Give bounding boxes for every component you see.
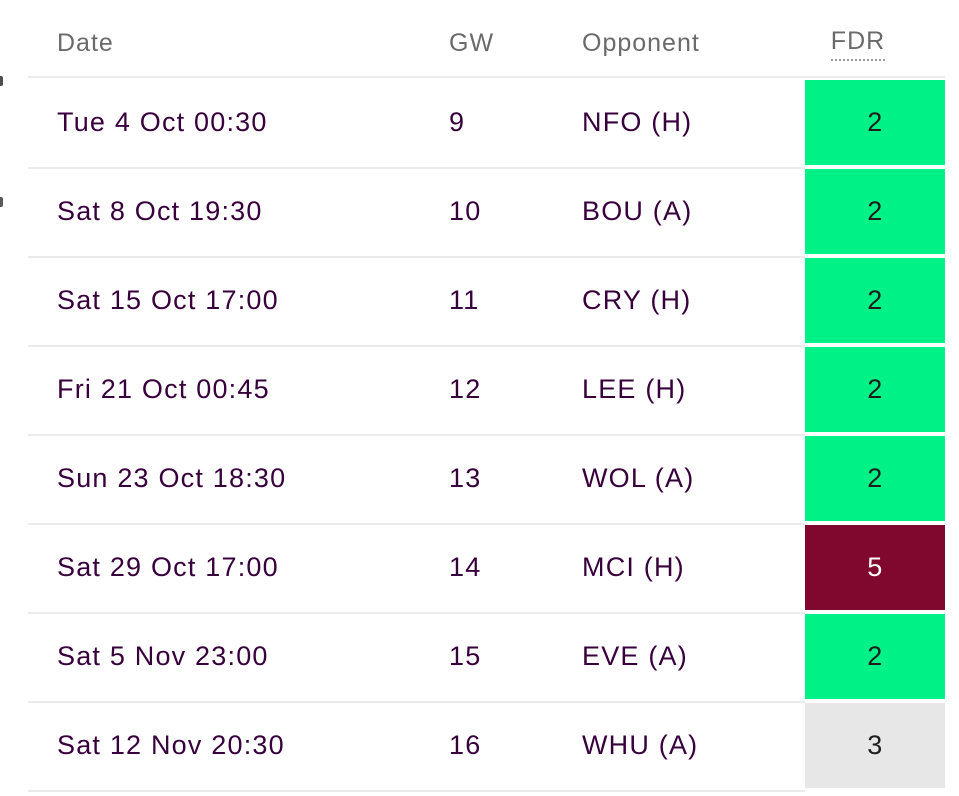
fixture-opponent: MCI (H) bbox=[582, 552, 685, 582]
column-header-fdr: FDR bbox=[805, 27, 945, 61]
fixture-opponent: CRY (H) bbox=[582, 285, 692, 315]
fixture-gameweek: 16 bbox=[449, 730, 482, 760]
fdr-column: 2 bbox=[805, 434, 945, 523]
fixture-gameweek: 13 bbox=[449, 463, 482, 493]
fixtures-table: Date GW Opponent FDR Tue 4 Oct 00:30 9 N… bbox=[28, 0, 945, 796]
fixture-gameweek: 10 bbox=[449, 196, 482, 226]
fdr-tooltip-abbr[interactable]: FDR bbox=[830, 27, 886, 61]
fdr-column: 2 bbox=[805, 256, 945, 345]
fdr-badge: 2 bbox=[805, 258, 945, 343]
fixture-date: Sat 12 Nov 20:30 bbox=[57, 730, 285, 760]
fdr-badge: 5 bbox=[805, 525, 945, 610]
fixture-opponent: BOU (A) bbox=[582, 196, 693, 226]
fdr-column: 2 bbox=[805, 612, 945, 701]
fixture-date: Tue 4 Oct 00:30 bbox=[57, 107, 268, 137]
fdr-badge: 2 bbox=[805, 80, 945, 165]
fixture-gameweek: 15 bbox=[449, 641, 482, 671]
fixture-row: Tue 4 Oct 00:30 9 NFO (H) 2 bbox=[28, 78, 945, 167]
cutoff-glyph-artifact bbox=[0, 76, 3, 86]
cutoff-glyph-artifact bbox=[0, 197, 3, 207]
partial-next-row bbox=[28, 790, 945, 796]
column-header-gw: GW bbox=[449, 29, 495, 57]
fixture-opponent: WOL (A) bbox=[582, 463, 695, 493]
table-header-row: Date GW Opponent FDR bbox=[28, 0, 945, 78]
fdr-badge: 2 bbox=[805, 614, 945, 699]
fixture-date: Sat 5 Nov 23:00 bbox=[57, 641, 269, 671]
fdr-column: 2 bbox=[805, 167, 945, 256]
fixture-row: Sun 23 Oct 18:30 13 WOL (A) 2 bbox=[28, 434, 945, 523]
fixture-row: Sat 15 Oct 17:00 11 CRY (H) 2 bbox=[28, 256, 945, 345]
fixtures-rows: Tue 4 Oct 00:30 9 NFO (H) 2 Sat 8 Oct 19… bbox=[28, 78, 945, 790]
fdr-column: 2 bbox=[805, 78, 945, 167]
fixture-opponent: EVE (A) bbox=[582, 641, 688, 671]
fdr-badge: 2 bbox=[805, 436, 945, 521]
fixture-row: Sat 12 Nov 20:30 16 WHU (A) 3 bbox=[28, 701, 945, 790]
fixture-row: Sat 29 Oct 17:00 14 MCI (H) 5 bbox=[28, 523, 945, 612]
fixture-opponent: WHU (A) bbox=[582, 730, 699, 760]
fixture-gameweek: 12 bbox=[449, 374, 482, 404]
fixture-date: Sat 15 Oct 17:00 bbox=[57, 285, 279, 315]
column-header-opponent: Opponent bbox=[582, 29, 700, 57]
fixture-gameweek: 11 bbox=[449, 285, 480, 315]
column-header-date: Date bbox=[57, 29, 114, 57]
fdr-column: 2 bbox=[805, 345, 945, 434]
fixture-date: Sun 23 Oct 18:30 bbox=[57, 463, 287, 493]
fdr-column: 5 bbox=[805, 523, 945, 612]
fixture-gameweek: 9 bbox=[449, 107, 466, 137]
fixture-opponent: NFO (H) bbox=[582, 107, 693, 137]
fixture-row: Sat 8 Oct 19:30 10 BOU (A) 2 bbox=[28, 167, 945, 256]
fixture-date: Fri 21 Oct 00:45 bbox=[57, 374, 270, 404]
fdr-badge: 2 bbox=[805, 347, 945, 432]
fixture-row: Sat 5 Nov 23:00 15 EVE (A) 2 bbox=[28, 612, 945, 701]
fixture-gameweek: 14 bbox=[449, 552, 482, 582]
fdr-badge: 3 bbox=[805, 703, 945, 788]
fdr-column: 3 bbox=[805, 701, 945, 790]
fixture-opponent: LEE (H) bbox=[582, 374, 687, 404]
fdr-badge: 2 bbox=[805, 169, 945, 254]
fixture-row: Fri 21 Oct 00:45 12 LEE (H) 2 bbox=[28, 345, 945, 434]
fixture-date: Sat 8 Oct 19:30 bbox=[57, 196, 263, 226]
fixture-date: Sat 29 Oct 17:00 bbox=[57, 552, 279, 582]
